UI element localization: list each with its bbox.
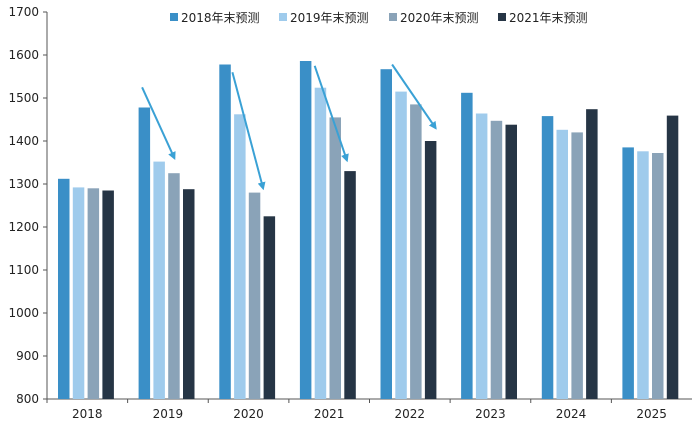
y-tick-label: 900	[16, 349, 39, 363]
legend-swatch-series-4	[498, 13, 506, 21]
trend-arrow-2022	[391, 63, 437, 130]
x-tick-label: 2019	[153, 407, 184, 421]
bar-2024-series-1	[541, 116, 554, 399]
bar-2025-series-2	[637, 151, 649, 399]
x-tick-label: 2021	[314, 407, 345, 421]
legend-label-series-4: 2021年末预测	[509, 11, 588, 25]
bars-layer	[58, 61, 679, 400]
bar-2019-series-2	[153, 161, 165, 399]
bar-2020-series-2	[234, 114, 246, 400]
bar-2024-series-3	[571, 132, 583, 399]
y-tick-label: 1700	[8, 5, 39, 19]
bar-2018-series-4	[102, 190, 114, 399]
legend-swatch-series-3	[389, 13, 397, 21]
bar-2024-series-4	[586, 109, 598, 399]
bar-2020-series-1	[219, 64, 231, 399]
legend-swatch-series-1	[170, 13, 178, 21]
bar-2025-series-4	[666, 115, 679, 399]
y-tick-label: 1000	[8, 306, 39, 320]
arrows-layer	[141, 63, 437, 191]
bar-2021-series-1	[299, 61, 312, 399]
y-tick-label: 800	[16, 392, 39, 406]
bar-2024-series-2	[556, 129, 568, 400]
x-tick-label: 2022	[395, 407, 426, 421]
y-tick-label: 1200	[8, 220, 39, 234]
bar-2023-series-2	[475, 113, 488, 399]
y-tick-label: 1100	[8, 263, 39, 277]
x-tick-label: 2020	[233, 407, 264, 421]
bar-2023-series-3	[490, 120, 503, 400]
x-tick-label: 2024	[556, 407, 587, 421]
x-tick-label: 2025	[636, 407, 667, 421]
bar-2022-series-4	[424, 141, 437, 399]
legend-label-series-1: 2018年末预测	[181, 11, 260, 25]
trend-arrow-2020	[231, 71, 266, 191]
y-tick-label: 1500	[8, 91, 39, 105]
legend-swatch-series-2	[279, 13, 287, 21]
bar-2021-series-3	[329, 117, 341, 400]
bar-2025-series-1	[622, 147, 634, 399]
legend-label-series-2: 2019年末预测	[290, 11, 369, 25]
bar-2022-series-2	[395, 91, 407, 399]
bar-2018-series-2	[72, 187, 85, 399]
y-tick-label: 1300	[8, 177, 39, 191]
bar-2020-series-3	[248, 192, 261, 399]
bar-2020-series-4	[263, 216, 276, 400]
bar-2019-series-4	[183, 189, 195, 399]
bar-2022-series-3	[410, 104, 422, 400]
bar-2021-series-4	[344, 171, 356, 399]
axis-layer: 1700 1600 1500 1400 1300 1200 1100 1000 900 800 20…	[8, 5, 692, 421]
bar-2023-series-1	[461, 92, 473, 400]
x-tick-label: 2023	[475, 407, 506, 421]
bar-2018-series-1	[58, 178, 70, 399]
bar-2022-series-1	[380, 69, 392, 399]
y-tick-label: 1400	[8, 134, 39, 148]
trend-arrow-2019	[141, 86, 176, 161]
bar-2019-series-1	[138, 107, 151, 399]
legend: 2018年末预测 2019年末预测 2020年末预测 2021年末预测	[170, 11, 588, 25]
bar-2018-series-3	[87, 188, 100, 399]
legend-label-series-3: 2020年末预测	[400, 11, 479, 25]
x-tick-label: 2018	[72, 407, 103, 421]
bar-2025-series-3	[652, 153, 664, 399]
bar-2023-series-4	[505, 124, 517, 399]
bar-2021-series-2	[314, 87, 327, 399]
trend-arrow-2021	[313, 65, 349, 163]
bar-2019-series-3	[168, 173, 180, 399]
y-tick-label: 1600	[8, 48, 39, 62]
